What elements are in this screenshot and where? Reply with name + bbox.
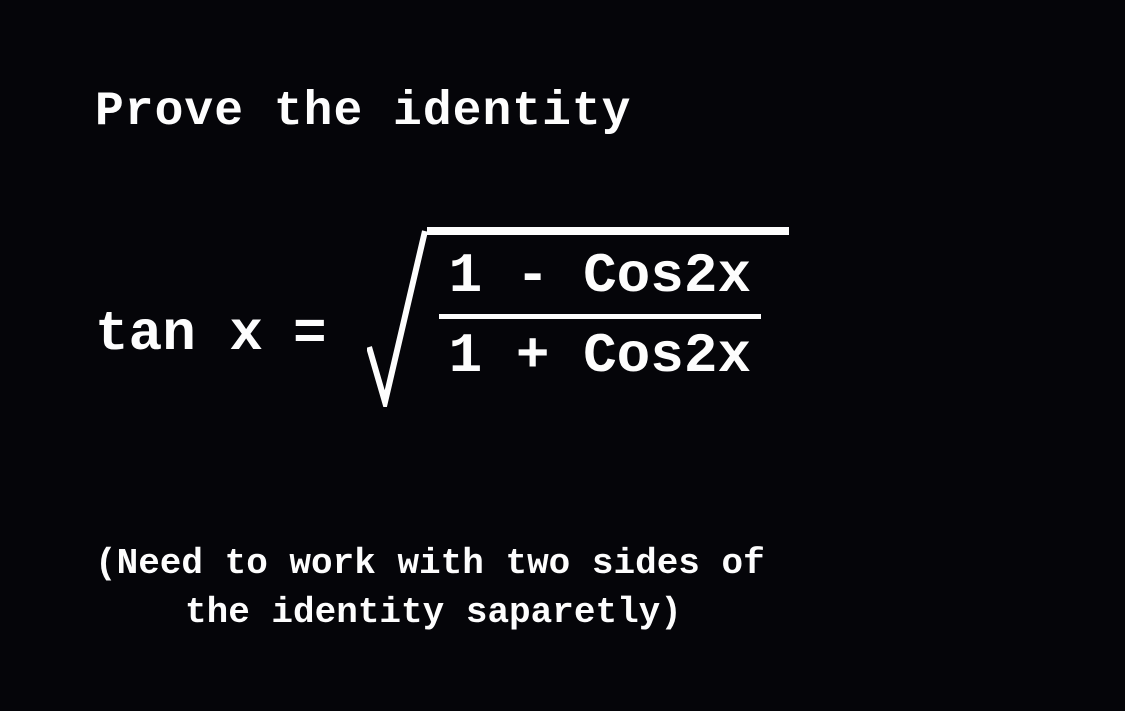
square-root: 1 - Cos2x 1 + Cos2x [367, 260, 779, 407]
note-line-1: (Need to work with two sides of [95, 540, 765, 589]
fraction-bar [439, 314, 761, 319]
instruction-note: (Need to work with two sides of the iden… [95, 540, 765, 637]
vinculum-bar [427, 227, 789, 235]
lhs-tan-x: tan x [95, 302, 263, 366]
radicand: 1 - Cos2x 1 + Cos2x [427, 227, 779, 407]
note-line-2: the identity saparetly) [95, 589, 765, 638]
identity-equation: tan x = 1 - Cos2x 1 + Cos2x [95, 260, 779, 407]
equals-sign: = [293, 302, 327, 366]
fraction: 1 - Cos2x 1 + Cos2x [439, 227, 761, 388]
fraction-numerator: 1 - Cos2x [439, 245, 761, 308]
fraction-denominator: 1 + Cos2x [439, 325, 761, 388]
problem-title: Prove the identity [95, 85, 631, 139]
radical-icon [367, 227, 427, 407]
